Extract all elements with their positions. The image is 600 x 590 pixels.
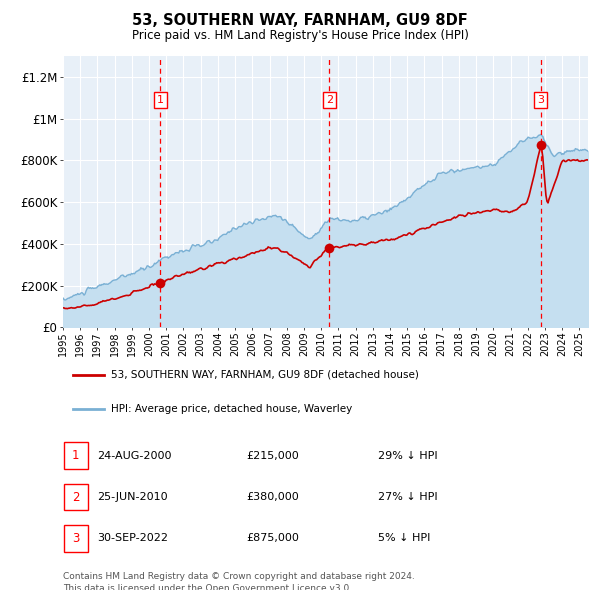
Text: 5% ↓ HPI: 5% ↓ HPI (378, 533, 430, 543)
Text: £215,000: £215,000 (247, 451, 299, 461)
Text: 30-SEP-2022: 30-SEP-2022 (97, 533, 168, 543)
Text: Contains HM Land Registry data © Crown copyright and database right 2024.: Contains HM Land Registry data © Crown c… (63, 572, 415, 581)
Text: 2: 2 (326, 95, 333, 105)
Text: 29% ↓ HPI: 29% ↓ HPI (378, 451, 437, 461)
Text: 53, SOUTHERN WAY, FARNHAM, GU9 8DF (detached house): 53, SOUTHERN WAY, FARNHAM, GU9 8DF (deta… (111, 370, 419, 380)
Text: 1: 1 (72, 449, 80, 463)
Text: £875,000: £875,000 (247, 533, 299, 543)
Text: Price paid vs. HM Land Registry's House Price Index (HPI): Price paid vs. HM Land Registry's House … (131, 29, 469, 42)
Text: 53, SOUTHERN WAY, FARNHAM, GU9 8DF: 53, SOUTHERN WAY, FARNHAM, GU9 8DF (132, 13, 468, 28)
FancyBboxPatch shape (64, 442, 88, 469)
Text: £380,000: £380,000 (247, 492, 299, 502)
FancyBboxPatch shape (64, 484, 88, 510)
Text: HPI: Average price, detached house, Waverley: HPI: Average price, detached house, Wave… (111, 404, 352, 414)
Text: 3: 3 (537, 95, 544, 105)
Text: 2: 2 (72, 490, 80, 504)
Text: 1: 1 (157, 95, 164, 105)
Text: 24-AUG-2000: 24-AUG-2000 (97, 451, 172, 461)
FancyBboxPatch shape (64, 525, 88, 552)
Text: This data is licensed under the Open Government Licence v3.0.: This data is licensed under the Open Gov… (63, 584, 352, 590)
Text: 3: 3 (72, 532, 80, 545)
Text: 27% ↓ HPI: 27% ↓ HPI (378, 492, 437, 502)
Text: 25-JUN-2010: 25-JUN-2010 (97, 492, 168, 502)
